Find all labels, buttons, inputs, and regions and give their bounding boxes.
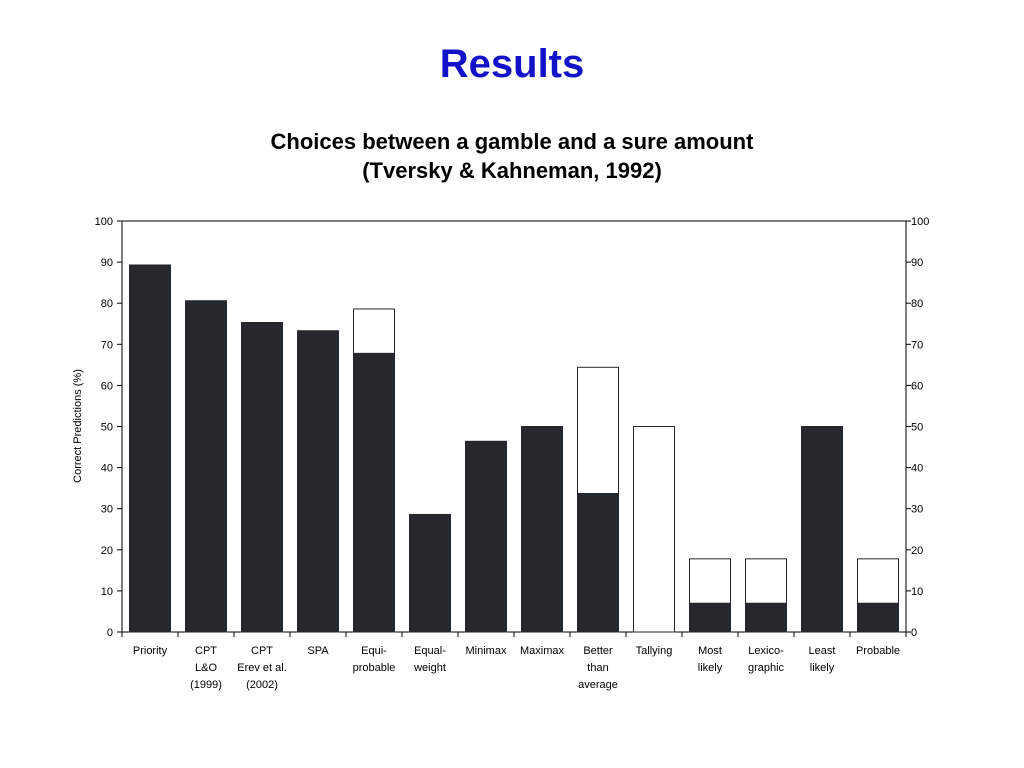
y-tick-label-right: 40 bbox=[911, 463, 923, 475]
x-tick-label: Minimax bbox=[466, 645, 507, 657]
x-tick-label: SPA bbox=[307, 645, 329, 657]
x-tick-label: (1999) bbox=[190, 679, 222, 691]
bar-segment-2 bbox=[745, 558, 787, 604]
chart-title-line-2: (Tversky & Kahneman, 1992) bbox=[362, 158, 662, 183]
y-tick-label-right: 90 bbox=[911, 257, 923, 269]
x-tick-label: Priority bbox=[133, 645, 168, 657]
bar-segment-1 bbox=[465, 440, 507, 633]
y-tick-label-right: 0 bbox=[911, 627, 917, 639]
x-tick-label: L&O bbox=[195, 662, 217, 674]
x-tick-label: than bbox=[587, 662, 608, 674]
x-tick-label: Erev et al. bbox=[237, 662, 287, 674]
x-tick-label: Lexico- bbox=[748, 645, 784, 657]
chart-bars bbox=[129, 264, 899, 633]
y-tick-label-right: 20 bbox=[911, 545, 923, 557]
bar-segment-2 bbox=[857, 558, 899, 604]
x-tick-label: Probable bbox=[856, 645, 900, 657]
bar-segment-1 bbox=[129, 264, 171, 633]
x-tick-label: Tallying bbox=[636, 645, 673, 657]
x-tick-label: likely bbox=[810, 662, 835, 674]
y-tick-label-right: 50 bbox=[911, 422, 923, 434]
x-tick-label: Maximax bbox=[520, 645, 565, 657]
y-tick-label-right: 70 bbox=[911, 339, 923, 351]
bar-segment-1 bbox=[857, 602, 899, 633]
x-tick-label: Equal- bbox=[414, 645, 446, 657]
y-tick-label-left: 20 bbox=[101, 545, 113, 557]
slide-title: Results bbox=[439, 42, 585, 86]
y-tick-label-left: 80 bbox=[101, 298, 113, 310]
x-tick-label: CPT bbox=[195, 645, 217, 657]
x-tick-label: Equi- bbox=[361, 645, 387, 657]
y-axis-title: Correct Predictions (%) bbox=[72, 369, 84, 483]
bar-segment-2 bbox=[577, 366, 619, 494]
x-tick-label: weight bbox=[413, 662, 446, 674]
bar-segment-1 bbox=[353, 352, 395, 633]
y-tick-label-left: 40 bbox=[101, 463, 113, 475]
y-tick-label-left: 70 bbox=[101, 339, 113, 351]
x-tick-label: average bbox=[578, 679, 618, 691]
bar-segment-1 bbox=[577, 492, 619, 633]
bar-segment-1 bbox=[409, 513, 451, 633]
x-tick-label: graphic bbox=[748, 662, 785, 674]
chart-title: Choices between a gamble and a sure amou… bbox=[0, 127, 1024, 185]
y-tick-label-left: 30 bbox=[101, 504, 113, 516]
bar-segment-1 bbox=[801, 426, 843, 633]
bar-segment-2 bbox=[633, 426, 675, 633]
y-tick-label-right: 100 bbox=[911, 216, 929, 228]
y-tick-label-left: 90 bbox=[101, 257, 113, 269]
bar-segment-1 bbox=[241, 322, 283, 633]
x-tick-label: CPT bbox=[251, 645, 273, 657]
y-tick-label-left: 10 bbox=[101, 586, 113, 598]
x-tick-label: probable bbox=[353, 662, 396, 674]
y-tick-label-left: 60 bbox=[101, 380, 113, 392]
y-tick-label-left: 50 bbox=[101, 422, 113, 434]
x-tick-label: (2002) bbox=[246, 679, 278, 691]
bar-segment-1 bbox=[689, 602, 731, 633]
bar-segment-1 bbox=[297, 330, 339, 633]
bar-segment-2 bbox=[353, 308, 395, 354]
chart-title-line-1: Choices between a gamble and a sure amou… bbox=[270, 129, 754, 154]
y-tick-label-right: 30 bbox=[911, 504, 923, 516]
x-axis-labels: Priority CPT L&O (1999) CPT Erev et al. (2002)… bbox=[133, 645, 900, 691]
bar-segment-1 bbox=[185, 300, 227, 633]
bar-segment-1 bbox=[521, 426, 563, 633]
x-tick-label: Better bbox=[583, 645, 613, 657]
y-tick-label-right: 60 bbox=[911, 380, 923, 392]
y-tick-label-left: 100 bbox=[95, 216, 113, 228]
bar-segment-2 bbox=[689, 558, 731, 604]
y-tick-label-left: 0 bbox=[107, 627, 113, 639]
bar-segment-1 bbox=[745, 602, 787, 633]
y-tick-label-right: 80 bbox=[911, 298, 923, 310]
x-tick-label: Least bbox=[809, 645, 836, 657]
x-tick-label: likely bbox=[698, 662, 723, 674]
y-tick-label-right: 10 bbox=[911, 586, 923, 598]
x-tick-label: Most bbox=[698, 645, 722, 657]
